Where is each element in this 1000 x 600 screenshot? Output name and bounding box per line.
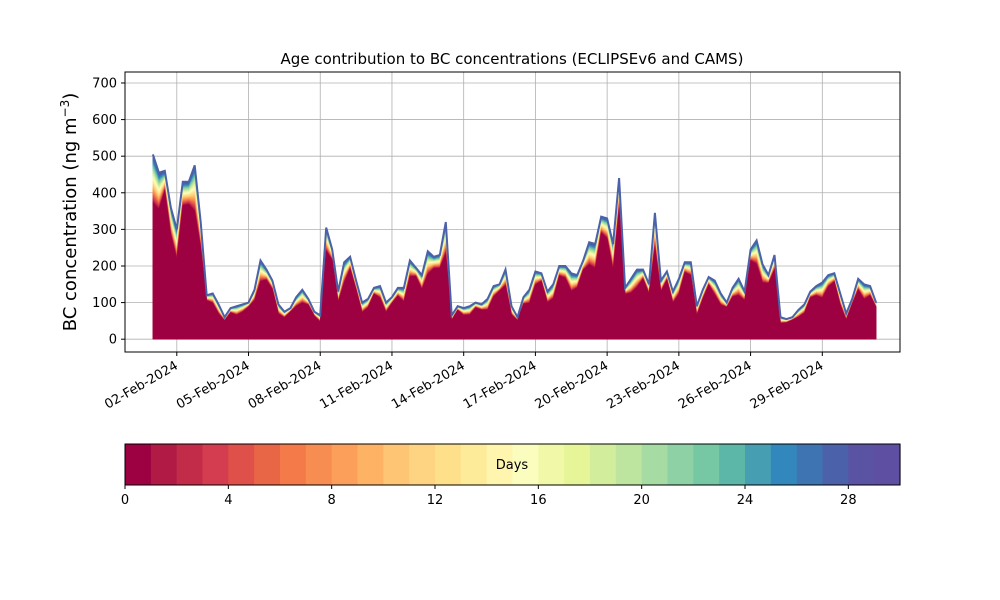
age-band-area: [152, 190, 877, 340]
y-tick-label: 500: [92, 150, 117, 165]
colorbar-bin: [331, 444, 359, 485]
colorbar-bin: [745, 444, 772, 485]
colorbar-bin: [280, 444, 307, 485]
colorbar-bin: [125, 444, 152, 485]
colorbar-bin: [305, 444, 333, 485]
y-tick-label: 200: [92, 259, 117, 274]
y-axis-label-sup: −3: [58, 100, 72, 118]
x-tick-label: 26-Feb-2024: [676, 358, 755, 412]
y-axis-label-close: ): [60, 93, 81, 100]
x-tick-label: 20-Feb-2024: [533, 358, 612, 412]
colorbar-bin: [486, 444, 514, 485]
y-tick-label: 0: [109, 333, 117, 348]
colorbar-bin: [590, 444, 617, 485]
y-tick-label: 400: [92, 186, 117, 201]
colorbar-bin: [667, 444, 694, 485]
colorbar-tick-label: 0: [121, 493, 129, 508]
colorbar: Days 0 4 8 12 16 20 24 28: [121, 443, 901, 508]
y-tick-label: 100: [92, 296, 117, 311]
x-tick-label: 14-Feb-2024: [389, 358, 468, 412]
colorbar-tick-label: 24: [737, 493, 754, 508]
colorbar-tick-label: 20: [633, 493, 650, 508]
y-axis: 0 100 200 300 400 500 600 700: [92, 76, 125, 348]
colorbar-bin: [822, 444, 849, 485]
colorbar-bin: [435, 444, 462, 485]
colorbar-bin: [848, 444, 875, 485]
colorbar-bin: [796, 444, 824, 485]
colorbar-tick-label: 4: [224, 493, 232, 508]
colorbar-bin: [254, 444, 281, 485]
colorbar-label: Days: [496, 458, 529, 473]
colorbar-bin: [150, 444, 178, 485]
colorbar-tick-label: 28: [840, 493, 857, 508]
colorbar-bin: [770, 444, 798, 485]
colorbar-bin: [641, 444, 669, 485]
x-tick-label: 08-Feb-2024: [246, 358, 325, 412]
x-tick-label: 11-Feb-2024: [317, 358, 396, 412]
colorbar-bin: [512, 444, 539, 485]
x-tick-label: 23-Feb-2024: [604, 358, 683, 412]
colorbar-tick-label: 8: [328, 493, 336, 508]
x-tick-label: 02-Feb-2024: [102, 358, 181, 412]
colorbar-bin: [874, 444, 901, 485]
x-tick-label: 29-Feb-2024: [748, 358, 827, 412]
x-axis: 02-Feb-202405-Feb-202408-Feb-202411-Feb-…: [102, 352, 826, 412]
x-tick-label: 05-Feb-2024: [174, 358, 253, 412]
colorbar-bins: [125, 444, 901, 485]
colorbar-bin: [693, 444, 720, 485]
y-tick-label: 300: [92, 223, 117, 238]
colorbar-bin: [202, 444, 229, 485]
colorbar-tick-label: 16: [530, 493, 547, 508]
plot-frame: [124, 71, 901, 353]
colorbar-bin: [615, 444, 643, 485]
colorbar-tick-label: 12: [427, 493, 444, 508]
y-axis-label: BC concentration (ng m−3): [58, 93, 81, 332]
chart-title: Age contribution to BC concentrations (E…: [281, 50, 744, 68]
colorbar-bin: [564, 444, 591, 485]
y-tick-label: 600: [92, 113, 117, 128]
colorbar-frame: [124, 443, 901, 486]
colorbar-bin: [538, 444, 565, 485]
y-axis-label-main: BC concentration (ng m: [60, 117, 81, 331]
colorbar-bin: [228, 444, 255, 485]
y-tick-label: 700: [92, 76, 117, 91]
colorbar-bin: [719, 444, 746, 485]
colorbar-bin: [176, 444, 204, 485]
colorbar-bin: [357, 444, 384, 485]
colorbar-ticks: 0 4 8 12 16 20 24 28: [121, 485, 857, 508]
total-concentration-line: [151, 154, 878, 321]
colorbar-bin: [409, 444, 436, 485]
colorbar-bin: [383, 444, 410, 485]
colorbar-bin: [460, 444, 488, 485]
plot-area: 0 100 200 300 400 500 600 700 02-Feb-202405-Feb…: [92, 71, 901, 412]
x-tick-label: 17-Feb-2024: [461, 358, 540, 412]
age-contribution-areas: [151, 154, 878, 340]
